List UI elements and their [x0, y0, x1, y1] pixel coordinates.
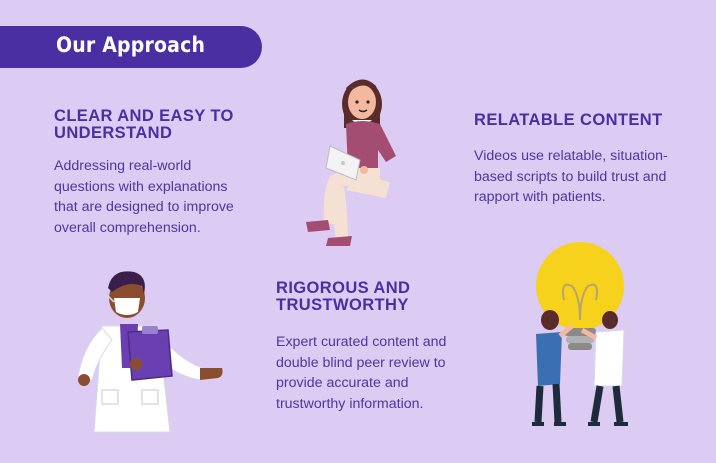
section-heading-relatable: RELATABLE CONTENT	[474, 111, 663, 129]
page-title: Our Approach	[56, 33, 206, 57]
title-banner	[0, 26, 262, 68]
people-lifting-lightbulb-illustration	[532, 242, 628, 426]
section-heading-clear: CLEAR AND EASY TO UNDERSTAND	[54, 107, 234, 142]
section-text-clear: Addressing real-world questions with exp…	[54, 158, 234, 236]
section-text-relatable: Videos use relatable, situation-based sc…	[474, 148, 668, 205]
section-heading-rigorous: RIGOROUS AND TRUSTWORTHY	[276, 279, 411, 314]
doctor-with-clipboard-illustration	[77, 271, 223, 433]
woman-with-laptop-illustration	[306, 79, 396, 246]
section-text-rigorous: Expert curated content and double blind …	[276, 334, 447, 412]
